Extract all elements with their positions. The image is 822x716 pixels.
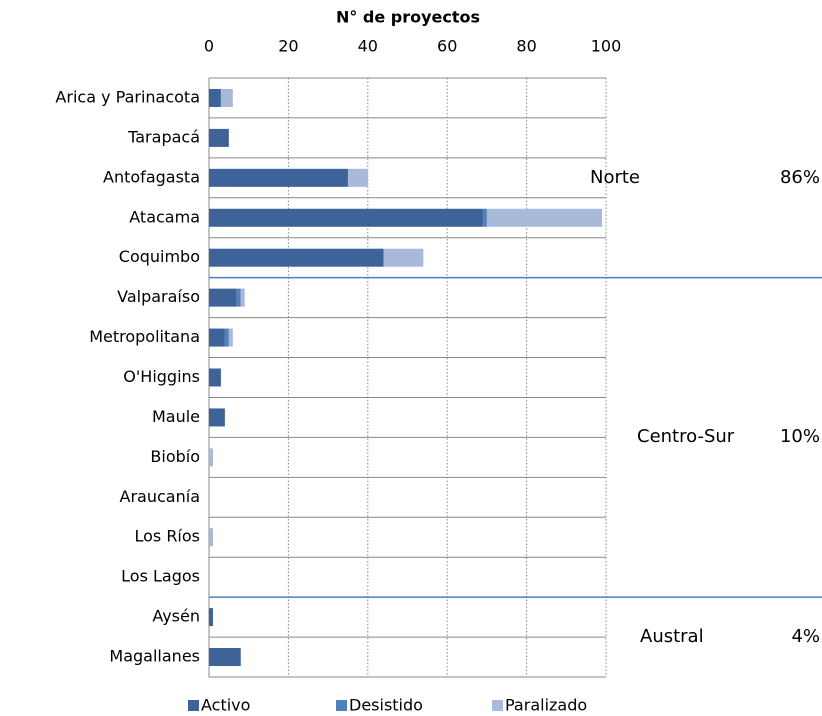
- zone-share: 86%: [780, 167, 820, 188]
- bar-segment: [228, 328, 233, 347]
- bar-segment: [209, 368, 221, 387]
- x-tick-label: 80: [516, 37, 536, 56]
- x-tick-label: 100: [591, 37, 622, 56]
- zone-name: Norte: [590, 167, 640, 188]
- y-tick-label: Tarapacá: [127, 127, 200, 146]
- y-tick-label: Biobío: [150, 447, 200, 466]
- bar-segment: [236, 288, 241, 307]
- legend-swatch: [492, 700, 503, 711]
- y-tick-label: Atacama: [129, 207, 200, 226]
- bar-segment: [209, 128, 229, 147]
- bar-segment: [486, 208, 603, 227]
- x-tick-label: 20: [278, 37, 298, 56]
- chart-title: N° de proyectos: [336, 8, 480, 27]
- y-tick-label: Araucanía: [120, 487, 200, 506]
- legend-label: Activo: [201, 696, 250, 715]
- bar-segment: [209, 288, 237, 307]
- zone-name: Austral: [640, 626, 704, 647]
- y-tick-label: Antofagasta: [103, 167, 200, 186]
- bar-segment: [482, 208, 487, 227]
- bar-segment: [347, 168, 368, 187]
- bar-segment: [209, 648, 241, 667]
- zone-share: 10%: [780, 426, 820, 447]
- bar-segment: [209, 168, 348, 187]
- bar-segment: [209, 208, 483, 227]
- y-tick-label: O'Higgins: [123, 367, 200, 386]
- y-tick-label: Los Ríos: [134, 527, 200, 546]
- y-tick-label: Aysén: [152, 607, 200, 626]
- bar-segment: [209, 328, 225, 347]
- zone-share: 4%: [791, 626, 820, 647]
- legend-label: Paralizado: [505, 696, 587, 715]
- legend-swatch: [336, 700, 347, 711]
- y-tick-label: Coquimbo: [119, 247, 200, 266]
- bar-segment: [220, 88, 233, 107]
- bar-segment: [209, 88, 221, 107]
- bar-segment: [240, 288, 245, 307]
- y-tick-label: Magallanes: [109, 647, 200, 666]
- y-tick-label: Maule: [152, 407, 200, 426]
- y-tick-label: Los Lagos: [121, 567, 200, 586]
- legend-label: Desistido: [349, 696, 423, 715]
- bar-segment: [209, 408, 225, 427]
- y-tick-label: Metropolitana: [89, 327, 200, 346]
- bar-segment: [209, 608, 213, 627]
- y-tick-label: Arica y Parinacota: [55, 87, 200, 106]
- bar-segment: [209, 448, 213, 467]
- bar-segment: [209, 528, 213, 547]
- legend-swatch: [188, 700, 199, 711]
- bar-segment: [224, 328, 229, 347]
- x-tick-label: 0: [204, 37, 214, 56]
- x-tick-label: 60: [437, 37, 457, 56]
- bar-segment: [383, 248, 424, 267]
- x-tick-label: 40: [358, 37, 378, 56]
- y-tick-label: Valparaíso: [117, 287, 200, 306]
- bar-segment: [209, 248, 384, 267]
- zone-name: Centro-Sur: [637, 426, 735, 447]
